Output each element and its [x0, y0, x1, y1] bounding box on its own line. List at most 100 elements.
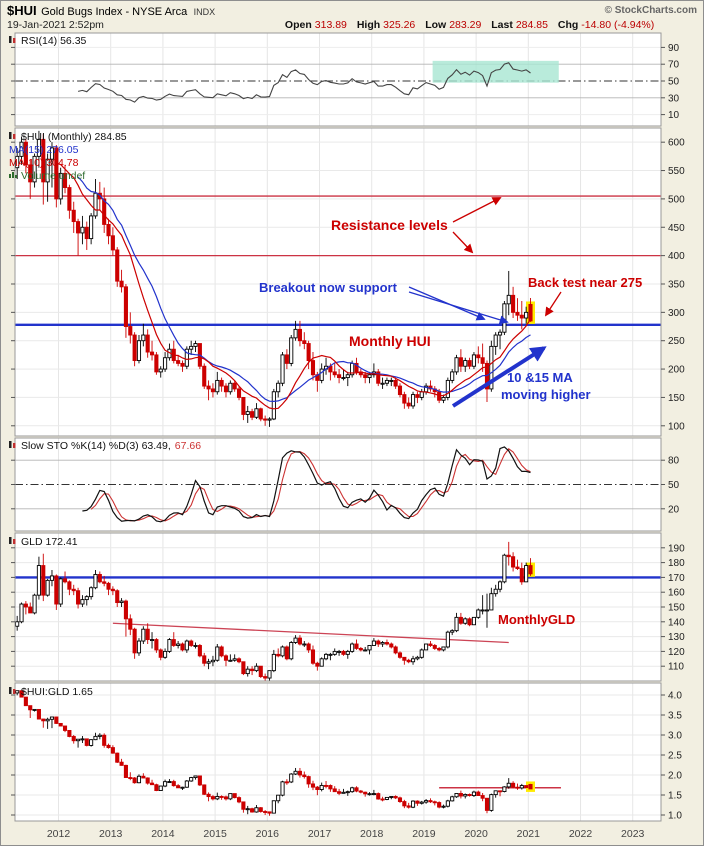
y-axis-tick-label: 10: [668, 110, 680, 121]
quote-line: Open 313.89 High 325.26 Low 283.29 Last 284.…: [278, 19, 654, 31]
copyright-credit: © StockCharts.com: [604, 5, 697, 16]
annotation-text: MonthlyGLD: [498, 612, 575, 627]
panel-label: $HUI:GLD 1.65: [21, 686, 93, 698]
rsi-line: [77, 62, 531, 103]
y-axis-tick-label: 70: [668, 60, 680, 71]
annotation-text: 10 &15 MA: [507, 370, 573, 385]
quote-chg-label: Chg: [557, 19, 579, 31]
annotation-arrow: [408, 291, 509, 325]
symbol-name: Gold Bugs Index - NYSE Arca: [41, 6, 188, 18]
price-panel: Resistance levels Breakout now support Bac…: [9, 127, 685, 437]
y-axis-tick-label: 120: [668, 647, 685, 658]
ma15-line: [77, 176, 531, 403]
annotations: MonthlyGLD: [498, 612, 575, 627]
panel-type-icon: [9, 441, 16, 448]
x-axis: 2012 2013 2014 2015 2016 2017 2018 2019 2020 2021…: [47, 828, 645, 840]
panel-type-icon: [9, 36, 16, 43]
y-axis-tick-label: 130: [668, 632, 685, 643]
symbol-ticker: $HUI: [7, 3, 37, 18]
panel-label: MA(10) 304.78: [9, 157, 79, 169]
sto-k-line: [82, 446, 531, 523]
panel-label: RSI(14) 56.35: [21, 35, 87, 47]
annotation-arrow: [452, 197, 502, 223]
quote-high-value: 325.26: [383, 19, 416, 31]
rsi-panel: 10 30 50 70 90 RSI(14) 56.35: [9, 32, 680, 127]
panel-type-icon: [9, 132, 16, 139]
quote-open-value: 313.89: [314, 19, 347, 31]
y-axis-tick-label: 400: [668, 251, 685, 262]
annotation-text: Monthly HUI: [349, 333, 431, 349]
x-axis-year-label: 2023: [621, 828, 645, 840]
header-title-row: $HUI Gold Bugs Index - NYSE Arca INDX © …: [7, 4, 697, 19]
ratio-panel: 1.0 1.5 2.0 2.5 3.0 3.5 4.0 $HUI:GLD 1.65: [9, 682, 682, 822]
chart-header: $HUI Gold Bugs Index - NYSE Arca INDX © …: [1, 1, 703, 32]
panel-type-icon: [9, 172, 17, 178]
y-axis-tick-label: 50: [668, 77, 680, 88]
annotation-arrow: [451, 346, 547, 408]
gld-trendline: [112, 622, 509, 644]
y-axis-tick-label: 150: [668, 393, 685, 404]
y-axis-tick-label: 3.0: [668, 731, 682, 742]
y-axis-tick-label: 600: [668, 138, 685, 149]
quote-low-label: Low: [425, 19, 447, 31]
header-quote-row: 19-Jan-2021 2:52pm Open 313.89 High 325.26…: [7, 19, 697, 32]
gld-panel: MonthlyGLD 110 120 130 140 150 160 170 180 190 GLD…: [9, 532, 685, 682]
quote-open-label: Open: [284, 19, 312, 31]
y-axis-tick-label: 150: [668, 603, 685, 614]
y-axis-tick-label: 180: [668, 558, 685, 569]
annotation-text: moving higher: [501, 387, 591, 402]
y-axis-tick-label: 550: [668, 166, 685, 177]
panel-label: MA(15) 276.05: [9, 144, 79, 156]
y-axis-tick-label: 250: [668, 336, 685, 347]
x-axis-year-label: 2017: [308, 828, 332, 840]
x-axis-year-label: 2018: [360, 828, 384, 840]
chart-canvas: 10 30 50 70 90 RSI(14) 56.35 Resistance levels…: [9, 32, 685, 840]
x-axis-year-label: 2015: [203, 828, 227, 840]
y-axis-tick-label: 140: [668, 617, 685, 628]
x-axis-year-label: 2012: [47, 828, 71, 840]
rsi-highlight-zone: [432, 60, 559, 83]
panel-type-icon: [9, 537, 16, 544]
y-axis-tick-label: 300: [668, 308, 685, 319]
y-axis-tick-label: 3.5: [668, 711, 682, 722]
chart-timestamp: 19-Jan-2021 2:52pm: [7, 19, 104, 31]
ma10-line: [56, 162, 532, 410]
sto-panel: 20 50 80 Slow STO %K(14) %D(3) 63.49, 67.66: [9, 437, 680, 532]
y-axis-tick-label: 500: [668, 194, 685, 205]
y-axis-tick-label: 160: [668, 588, 685, 599]
panel-type-icon: [9, 687, 16, 694]
y-axis-tick-label: 20: [668, 504, 680, 515]
y-axis-tick-label: 90: [668, 43, 680, 54]
y-axis-tick-label: 30: [668, 93, 680, 104]
y-axis-tick-label: 110: [668, 662, 684, 673]
panel-label: Volume undef: [21, 170, 85, 182]
quote-last-value: 284.85: [515, 19, 548, 31]
y-axis-tick-label: 100: [668, 421, 685, 432]
annotation-arrow: [452, 231, 474, 254]
y-axis-tick-label: 450: [668, 223, 685, 234]
y-axis-tick-label: 1.5: [668, 791, 682, 802]
x-axis-year-label: 2021: [517, 828, 541, 840]
quote-low-value: 283.29: [449, 19, 482, 31]
y-axis-tick-label: 350: [668, 279, 685, 290]
y-axis-tick-label: 200: [668, 365, 685, 376]
y-axis-tick-label: 2.0: [668, 771, 682, 782]
x-axis-year-label: 2013: [99, 828, 123, 840]
exchange-label: INDX: [193, 7, 216, 17]
panel-label: Slow STO %K(14) %D(3) 63.49, 67.66: [21, 440, 201, 452]
panel-label: GLD 172.41: [21, 536, 78, 548]
quote-high-label: High: [356, 19, 381, 31]
y-axis-tick-label: 50: [668, 480, 680, 491]
y-axis-tick-label: 1.0: [668, 811, 682, 822]
y-axis-tick-label: 190: [668, 543, 685, 554]
y-axis-tick-label: 170: [668, 573, 685, 584]
y-axis-tick-label: 80: [668, 456, 680, 467]
annotation-text: Breakout now support: [259, 280, 398, 295]
annotations: Resistance levels Breakout now support Bac…: [259, 197, 642, 408]
price-candles: [15, 130, 533, 427]
x-axis-year-label: 2022: [569, 828, 593, 840]
quote-chg-value: -14.80 (-4.94%): [581, 19, 655, 31]
y-axis-tick-label: 4.0: [668, 691, 682, 702]
quote-last-label: Last: [491, 19, 513, 31]
x-axis-year-label: 2019: [412, 828, 436, 840]
